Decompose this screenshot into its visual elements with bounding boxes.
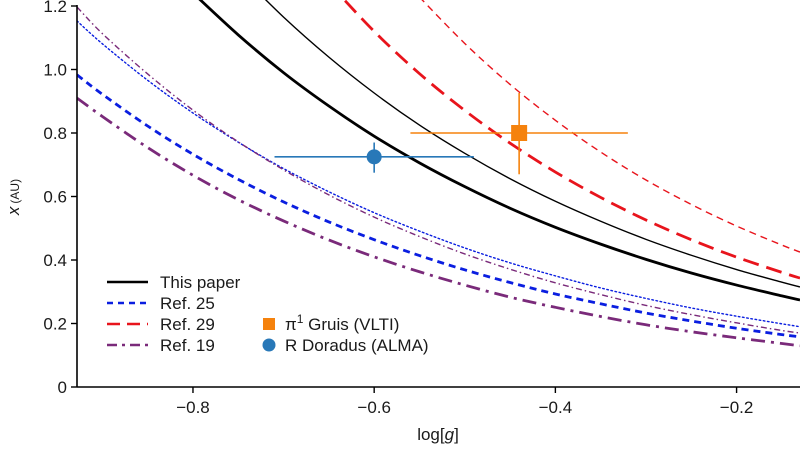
x-ticks: −0.8 −0.6 −0.4 −0.2 xyxy=(176,387,753,417)
legend-circle-marker xyxy=(262,338,276,352)
series-line-ref-25-lower xyxy=(77,73,800,339)
series-line-ref-19-lower xyxy=(77,96,800,348)
series-line-ref-29-lower xyxy=(342,0,800,280)
x-tick-label: −0.6 xyxy=(357,398,391,417)
y-ticks: 0 0.2 0.4 0.6 0.8 1.0 1.2 xyxy=(43,0,77,397)
legend: This paper Ref. 25 Ref. 29 Ref. 19 π1 Gruis … xyxy=(107,273,429,355)
legend-item-ref-29: Ref. 29 xyxy=(107,315,215,334)
series-line-this-paper-lower xyxy=(198,0,800,302)
legend-label: Ref. 25 xyxy=(160,294,215,313)
series-line-ref-19-upper xyxy=(77,6,800,334)
series-line-ref-25-upper xyxy=(77,20,800,328)
x-tick-label: −0.4 xyxy=(539,398,573,417)
legend-label: This paper xyxy=(160,273,241,292)
curves-layer xyxy=(77,0,800,348)
legend-square-marker xyxy=(263,318,275,330)
series-line-this-paper-upper xyxy=(264,0,800,288)
legend-label: R Doradus (ALMA) xyxy=(285,336,429,355)
circle-marker xyxy=(366,149,382,165)
y-tick-label: 1.2 xyxy=(43,0,67,16)
x-axis-label: log[g] xyxy=(417,425,459,444)
square-marker xyxy=(511,125,528,141)
legend-item-ref-19: Ref. 19 xyxy=(107,336,215,355)
legend-label: Ref. 19 xyxy=(160,336,215,355)
legend-item-this-paper: This paper xyxy=(107,273,241,292)
y-tick-label: 0.4 xyxy=(43,251,67,270)
legend-label: π1 Gruis (VLTI) xyxy=(285,312,399,334)
x-tick-label: −0.8 xyxy=(176,398,210,417)
x-tick-label: −0.2 xyxy=(720,398,754,417)
series-line-ref-29-upper xyxy=(421,0,800,253)
y-axis-label: x(AU) xyxy=(4,179,23,216)
legend-item-r-doradus-alma: R Doradus (ALMA) xyxy=(262,336,429,355)
y-tick-label: 1.0 xyxy=(43,61,67,80)
y-tick-label: 0.6 xyxy=(43,188,67,207)
y-tick-label: 0 xyxy=(58,378,67,397)
y-tick-label: 0.8 xyxy=(43,124,67,143)
data-point-1-gruis-vlti xyxy=(410,92,628,175)
legend-item-1-gruis-vlti: π1 Gruis (VLTI) xyxy=(263,312,399,334)
data-points-layer xyxy=(274,92,628,175)
legend-label: Ref. 29 xyxy=(160,315,215,334)
y-tick-label: 0.2 xyxy=(43,315,67,334)
data-point-r-doradus-alma xyxy=(274,142,474,173)
legend-item-ref-25: Ref. 25 xyxy=(107,294,215,313)
